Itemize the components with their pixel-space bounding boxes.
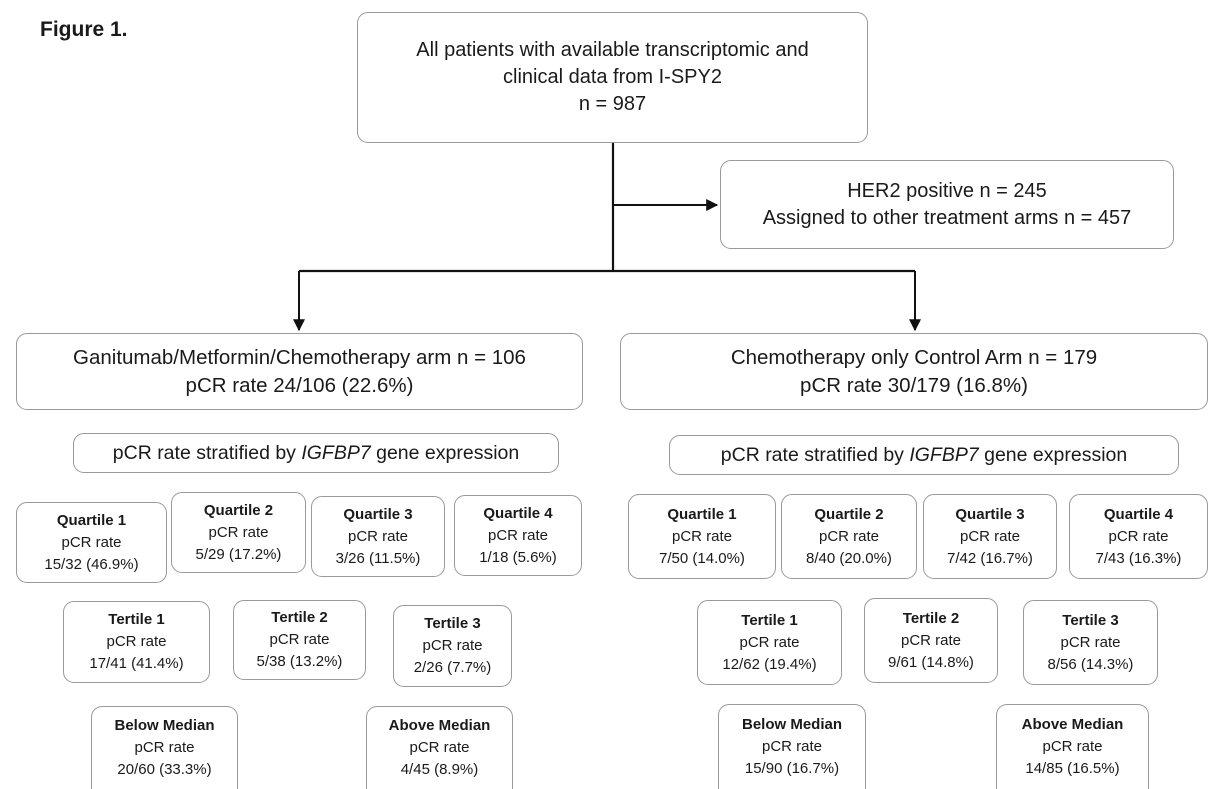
left-quartile-1-value: 15/32 (46.9%) bbox=[44, 555, 139, 573]
right-below-median-title: Below Median bbox=[741, 716, 842, 733]
left-stratified-label: pCR rate stratified by IGFBP7 gene expre… bbox=[113, 442, 519, 465]
left-quartile-4-value: 1/18 (5.6%) bbox=[479, 548, 557, 566]
left-stratified-gene: IGFBP7 bbox=[301, 441, 371, 464]
right-stratified-after: gene expression bbox=[978, 443, 1128, 466]
exclusion-box: HER2 positive n = 245 Assigned to other … bbox=[720, 160, 1174, 249]
left-arm-line-1: Ganitumab/Metformin/Chemotherapy arm n =… bbox=[73, 345, 526, 369]
left-tertile-3-label: pCR rate bbox=[422, 637, 483, 654]
left-tertile-3-title: Tertile 3 bbox=[424, 615, 481, 632]
right-quartile-2-title: Quartile 2 bbox=[814, 505, 884, 523]
left-quartile-2-value: 5/29 (17.2%) bbox=[195, 545, 282, 563]
right-tertile-2-value: 9/61 (14.8%) bbox=[888, 653, 974, 671]
right-tertile-1-title: Tertile 1 bbox=[741, 611, 798, 629]
left-tertile-2-label: pCR rate bbox=[269, 631, 330, 648]
right-stratified-before: pCR rate stratified by bbox=[720, 443, 910, 466]
exclusion-line-2: Assigned to other treatment arms n = 457 bbox=[762, 206, 1132, 229]
left-tertile-2-value: 5/38 (13.2%) bbox=[256, 653, 343, 670]
right-arm-box: Chemotherapy only Control Arm n = 179 pC… bbox=[620, 333, 1208, 410]
left-stratified-before: pCR rate stratified by bbox=[112, 441, 302, 464]
left-quartile-1-label: pCR rate bbox=[61, 533, 122, 551]
all-patients-line-3: n = 987 bbox=[578, 93, 647, 115]
all-patients-box: All patients with available transcriptom… bbox=[357, 12, 868, 143]
left-below-median-box: Below Median pCR rate 20/60 (33.3%) bbox=[91, 706, 238, 789]
right-arm-line-2: pCR rate 30/179 (16.8%) bbox=[800, 373, 1028, 397]
right-tertile-3-title: Tertile 3 bbox=[1062, 611, 1119, 629]
left-quartile-3-box: Quartile 3 pCR rate 3/26 (11.5%) bbox=[311, 496, 445, 577]
left-quartile-4-title: Quartile 4 bbox=[483, 504, 553, 522]
right-stratified-gene: IGFBP7 bbox=[909, 443, 979, 466]
right-quartile-1-value: 7/50 (14.0%) bbox=[659, 549, 745, 567]
right-stratified-box: pCR rate stratified by IGFBP7 gene expre… bbox=[669, 435, 1179, 475]
left-tertile-2-box: Tertile 2 pCR rate 5/38 (13.2%) bbox=[233, 600, 366, 680]
right-quartile-3-box: Quartile 3 pCR rate 7/42 (16.7%) bbox=[923, 494, 1057, 579]
left-stratified-after: gene expression bbox=[370, 441, 520, 464]
left-quartile-3-title: Quartile 3 bbox=[343, 505, 413, 523]
left-above-median-value: 4/45 (8.9%) bbox=[400, 761, 479, 778]
right-quartile-4-value: 7/43 (16.3%) bbox=[1095, 549, 1182, 567]
left-quartile-1-title: Quartile 1 bbox=[56, 511, 127, 529]
left-quartile-2-box: Quartile 2 pCR rate 5/29 (17.2%) bbox=[171, 492, 306, 573]
left-stratified-box: pCR rate stratified by IGFBP7 gene expre… bbox=[73, 433, 559, 473]
right-tertile-2-box: Tertile 2 pCR rate 9/61 (14.8%) bbox=[864, 598, 998, 683]
right-tertile-1-box: Tertile 1 pCR rate 12/62 (19.4%) bbox=[697, 600, 842, 685]
right-quartile-1-title: Quartile 1 bbox=[667, 505, 737, 523]
left-tertile-2-title: Tertile 2 bbox=[271, 609, 328, 626]
all-patients-line-2: clinical data from I-SPY2 bbox=[503, 66, 722, 88]
right-tertile-3-label: pCR rate bbox=[1060, 633, 1121, 651]
left-above-median-label: pCR rate bbox=[409, 739, 470, 756]
left-tertile-1-box: Tertile 1 pCR rate 17/41 (41.4%) bbox=[63, 601, 210, 683]
right-arm-line-1: Chemotherapy only Control Arm n = 179 bbox=[730, 345, 1098, 369]
left-below-median-value: 20/60 (33.3%) bbox=[117, 761, 212, 778]
right-above-median-value: 14/85 (16.5%) bbox=[1025, 760, 1120, 777]
right-quartile-3-value: 7/42 (16.7%) bbox=[947, 549, 1033, 567]
left-arm-box: Ganitumab/Metformin/Chemotherapy arm n =… bbox=[16, 333, 583, 410]
right-stratified-label: pCR rate stratified by IGFBP7 gene expre… bbox=[721, 444, 1127, 467]
right-below-median-value: 15/90 (16.7%) bbox=[744, 760, 840, 777]
right-below-median-label: pCR rate bbox=[761, 738, 823, 755]
left-quartile-2-label: pCR rate bbox=[208, 523, 269, 541]
right-quartile-4-box: Quartile 4 pCR rate 7/43 (16.3%) bbox=[1069, 494, 1208, 579]
left-quartile-4-box: Quartile 4 pCR rate 1/18 (5.6%) bbox=[454, 495, 582, 576]
right-quartile-1-label: pCR rate bbox=[671, 527, 733, 545]
left-below-median-title: Below Median bbox=[114, 717, 215, 734]
right-quartile-4-label: pCR rate bbox=[1108, 527, 1169, 545]
left-above-median-box: Above Median pCR rate 4/45 (8.9%) bbox=[366, 706, 513, 789]
exclusion-line-1: HER2 positive n = 245 bbox=[847, 179, 1047, 202]
left-quartile-2-title: Quartile 2 bbox=[203, 501, 274, 519]
right-tertile-1-value: 12/62 (19.4%) bbox=[722, 655, 817, 673]
right-quartile-4-title: Quartile 4 bbox=[1103, 505, 1174, 523]
left-tertile-3-value: 2/26 (7.7%) bbox=[413, 659, 492, 676]
right-tertile-2-title: Tertile 2 bbox=[902, 609, 960, 627]
right-quartile-2-label: pCR rate bbox=[818, 527, 880, 545]
left-above-median-title: Above Median bbox=[388, 717, 491, 734]
right-quartile-1-box: Quartile 1 pCR rate 7/50 (14.0%) bbox=[628, 494, 776, 579]
right-quartile-3-label: pCR rate bbox=[959, 527, 1021, 545]
right-below-median-box: Below Median pCR rate 15/90 (16.7%) bbox=[718, 704, 866, 789]
right-tertile-2-label: pCR rate bbox=[900, 631, 962, 649]
left-tertile-1-title: Tertile 1 bbox=[108, 611, 165, 628]
left-below-median-label: pCR rate bbox=[134, 739, 195, 756]
figure-label: Figure 1. bbox=[40, 18, 128, 41]
right-quartile-2-box: Quartile 2 pCR rate 8/40 (20.0%) bbox=[781, 494, 917, 579]
right-above-median-title: Above Median bbox=[1021, 716, 1124, 733]
all-patients-line-1: All patients with available transcriptom… bbox=[416, 39, 809, 61]
right-tertile-3-box: Tertile 3 pCR rate 8/56 (14.3%) bbox=[1023, 600, 1158, 685]
left-tertile-3-box: Tertile 3 pCR rate 2/26 (7.7%) bbox=[393, 605, 512, 687]
left-quartile-4-label: pCR rate bbox=[487, 526, 549, 544]
left-arm-line-2: pCR rate 24/106 (22.6%) bbox=[185, 373, 414, 397]
right-tertile-3-value: 8/56 (14.3%) bbox=[1047, 655, 1134, 673]
left-tertile-1-value: 17/41 (41.4%) bbox=[89, 655, 184, 672]
left-tertile-1-label: pCR rate bbox=[106, 633, 167, 650]
right-above-median-box: Above Median pCR rate 14/85 (16.5%) bbox=[996, 704, 1149, 789]
right-tertile-1-label: pCR rate bbox=[739, 633, 800, 651]
left-quartile-3-label: pCR rate bbox=[347, 527, 409, 545]
left-quartile-3-value: 3/26 (11.5%) bbox=[335, 549, 421, 567]
left-quartile-1-box: Quartile 1 pCR rate 15/32 (46.9%) bbox=[16, 502, 167, 583]
right-quartile-3-title: Quartile 3 bbox=[955, 505, 1025, 523]
right-quartile-2-value: 8/40 (20.0%) bbox=[806, 549, 892, 567]
right-above-median-label: pCR rate bbox=[1042, 738, 1103, 755]
